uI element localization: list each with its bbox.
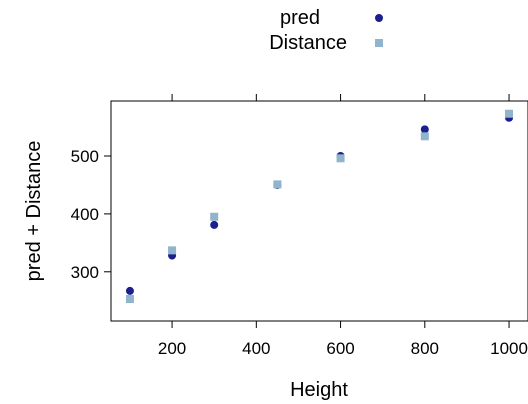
x-tick-label: 200 <box>158 339 186 358</box>
point-distance <box>210 212 219 221</box>
plot-area <box>110 100 528 322</box>
y-tick-label: 300 <box>71 263 99 282</box>
point-distance <box>273 180 282 189</box>
y-tick-label: 400 <box>71 205 99 224</box>
point-distance <box>336 154 345 163</box>
y-tick-label: 500 <box>71 147 99 166</box>
legend-marker-distance <box>375 39 383 47</box>
legend-label-pred: pred <box>280 7 320 29</box>
x-axis: 200 400 600 800 1000 <box>158 94 528 358</box>
x-axis-title: Height <box>290 379 348 401</box>
x-tick-label: 1000 <box>490 339 528 358</box>
data-points <box>125 109 514 303</box>
point-distance <box>125 295 134 303</box>
point-distance <box>168 246 177 255</box>
point-pred <box>210 220 219 229</box>
y-axis: 300 400 500 <box>71 147 111 282</box>
point-distance <box>505 109 514 118</box>
legend-label-distance: Distance <box>269 32 347 54</box>
point-distance <box>420 132 429 141</box>
x-tick-label: 400 <box>242 339 270 358</box>
point-pred <box>125 286 134 295</box>
y-axis-title: pred + Distance <box>23 141 45 282</box>
x-tick-label: 800 <box>411 339 439 358</box>
legend-marker-pred <box>375 14 383 22</box>
legend: pred Distance <box>269 7 383 54</box>
point-pred <box>420 125 429 134</box>
x-tick-label: 600 <box>326 339 354 358</box>
